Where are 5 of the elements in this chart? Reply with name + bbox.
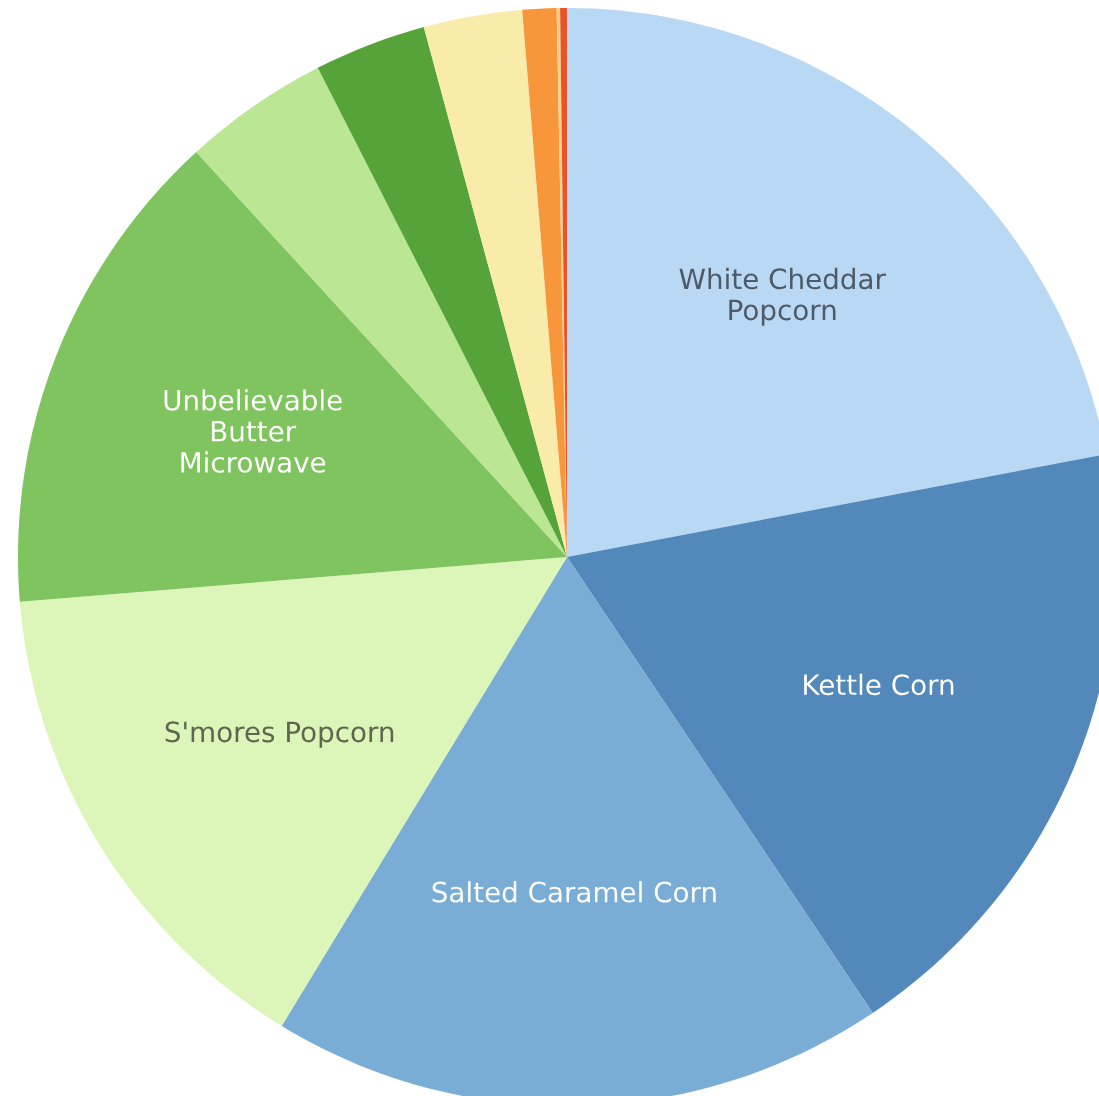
slice-label: S'mores Popcorn: [165, 721, 394, 748]
slice-label: Unbelievable Butter Microwave: [164, 389, 342, 473]
slice-label: White Cheddar Popcorn: [679, 267, 886, 326]
slice-label: Salted Caramel Corn: [432, 881, 716, 903]
slice-label: Kettle Corn: [804, 673, 954, 696]
